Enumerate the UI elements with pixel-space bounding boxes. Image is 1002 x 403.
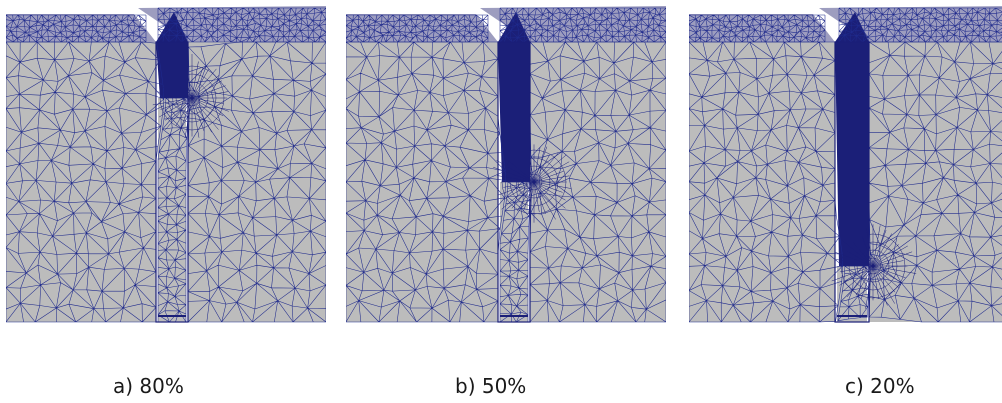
crack-ligament xyxy=(837,266,867,322)
mesh-lines xyxy=(689,7,1002,323)
mesh-panel-c xyxy=(689,6,1002,324)
slot-outline xyxy=(834,41,870,323)
block-face-left xyxy=(6,42,156,322)
caption-c: c) 20% xyxy=(845,374,915,398)
mesh-svg-a xyxy=(6,6,326,323)
crack-tip-refinement xyxy=(493,142,572,223)
mesh-panel-b xyxy=(346,6,666,324)
caption-a: a) 80% xyxy=(113,374,184,398)
crack-tip-refinement xyxy=(831,224,917,309)
block-face-right xyxy=(869,42,1002,322)
block-face-left xyxy=(689,42,835,322)
mesh-panel-a xyxy=(6,6,326,324)
slot-wall xyxy=(835,12,869,266)
slot-outline xyxy=(497,41,531,323)
crack-ligament xyxy=(158,98,186,322)
block-face-left xyxy=(346,42,498,322)
caption-b: b) 50% xyxy=(455,374,527,398)
mesh-lines xyxy=(346,7,666,323)
slot-wall xyxy=(498,12,530,182)
mesh-svg-b xyxy=(346,6,666,323)
slot-outline xyxy=(155,41,189,323)
mesh-svg-c xyxy=(689,6,1002,323)
